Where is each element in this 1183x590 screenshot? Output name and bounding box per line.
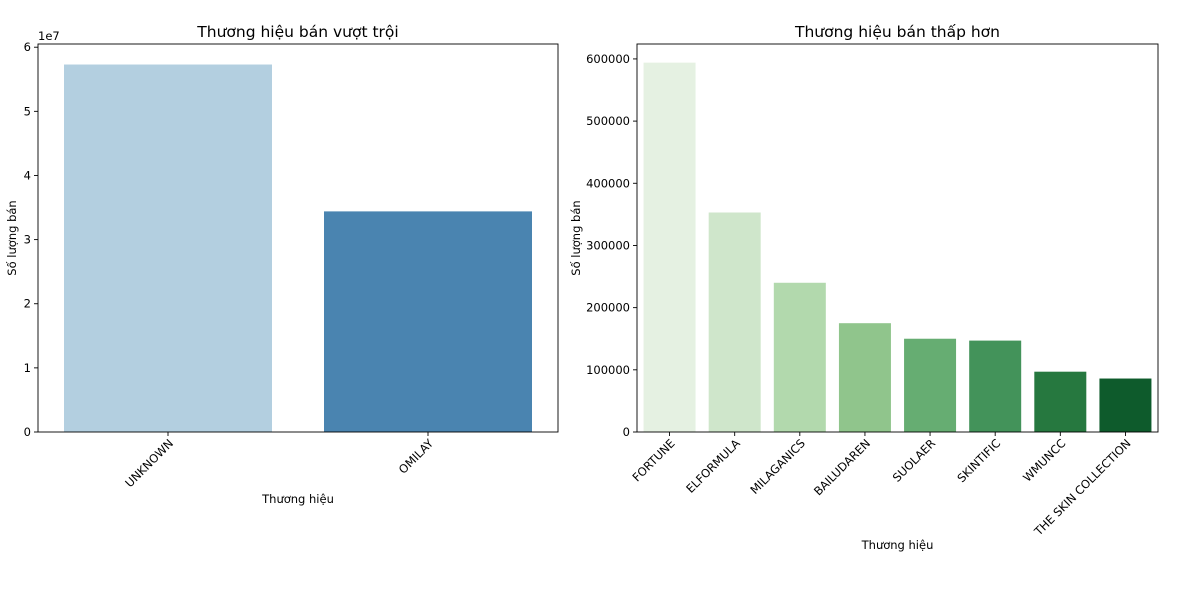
x-tick-label: ELFORMULA bbox=[683, 436, 743, 496]
bar-wmuncc bbox=[1034, 371, 1087, 432]
x-tick-label: SKINTIFIC bbox=[954, 436, 1003, 485]
y-tick-label: 300000 bbox=[586, 238, 630, 252]
y-axis-label: Số lượng bán bbox=[5, 200, 19, 275]
x-tick-label: BAILUDAREN bbox=[811, 436, 873, 498]
chart-title: Thương hiệu bán vượt trội bbox=[196, 23, 398, 41]
bar-elformula bbox=[708, 212, 761, 432]
x-tick-label: WMUNCC bbox=[1020, 436, 1068, 484]
y-tick-label: 2 bbox=[24, 297, 31, 311]
bar-suolaer bbox=[904, 338, 957, 432]
y-tick-label: 1 bbox=[24, 361, 31, 375]
x-tick-label: FORTUNE bbox=[630, 436, 678, 484]
chart-lower-brands: 0 100000 200000 300000 400000 500000 600000 FOR… bbox=[569, 23, 1159, 552]
y-offset-label: 1e7 bbox=[38, 29, 60, 43]
x-axis-label: Thương hiệu bbox=[261, 492, 334, 506]
bar-the-skin-collection bbox=[1099, 378, 1152, 432]
y-tick-label: 0 bbox=[623, 425, 630, 439]
axes-frame bbox=[636, 43, 1159, 433]
chart-title: Thương hiệu bán thấp hơn bbox=[794, 23, 1000, 41]
y-axis-label: Số lượng bán bbox=[569, 200, 583, 275]
y-tick-label: 200000 bbox=[586, 301, 630, 315]
x-tick-label: SUOLAER bbox=[890, 436, 938, 484]
bar-unknown bbox=[64, 64, 272, 433]
x-tick-label: MILAGANICS bbox=[747, 436, 808, 497]
y-tick-label: 6 bbox=[24, 40, 31, 54]
axes-frame bbox=[37, 43, 559, 433]
y-tick-label: 500000 bbox=[586, 114, 630, 128]
x-tick-label: UNKNOWN bbox=[122, 436, 176, 490]
y-tick-label: 4 bbox=[24, 168, 31, 182]
bar-fortune bbox=[643, 62, 696, 433]
bar-skintific bbox=[969, 340, 1022, 432]
bar-milaganics bbox=[773, 282, 826, 432]
y-tick-label: 400000 bbox=[586, 176, 630, 190]
x-tick-label: OMILAY bbox=[396, 436, 437, 477]
y-tick-label: 0 bbox=[24, 425, 31, 439]
y-tick-label: 3 bbox=[24, 233, 31, 247]
chart-top-brands: 0 1 2 3 4 5 6 1e7 UNKNOWN OMILAY Thương hiệu bán v… bbox=[5, 23, 559, 506]
x-axis-label: Thương hiệu bbox=[861, 538, 934, 552]
y-tick-label: 100000 bbox=[586, 363, 630, 377]
y-tick-label: 5 bbox=[24, 104, 31, 118]
y-tick-label: 600000 bbox=[586, 52, 630, 66]
bar-bailudaren bbox=[838, 323, 891, 432]
bar-omilay bbox=[324, 211, 532, 432]
